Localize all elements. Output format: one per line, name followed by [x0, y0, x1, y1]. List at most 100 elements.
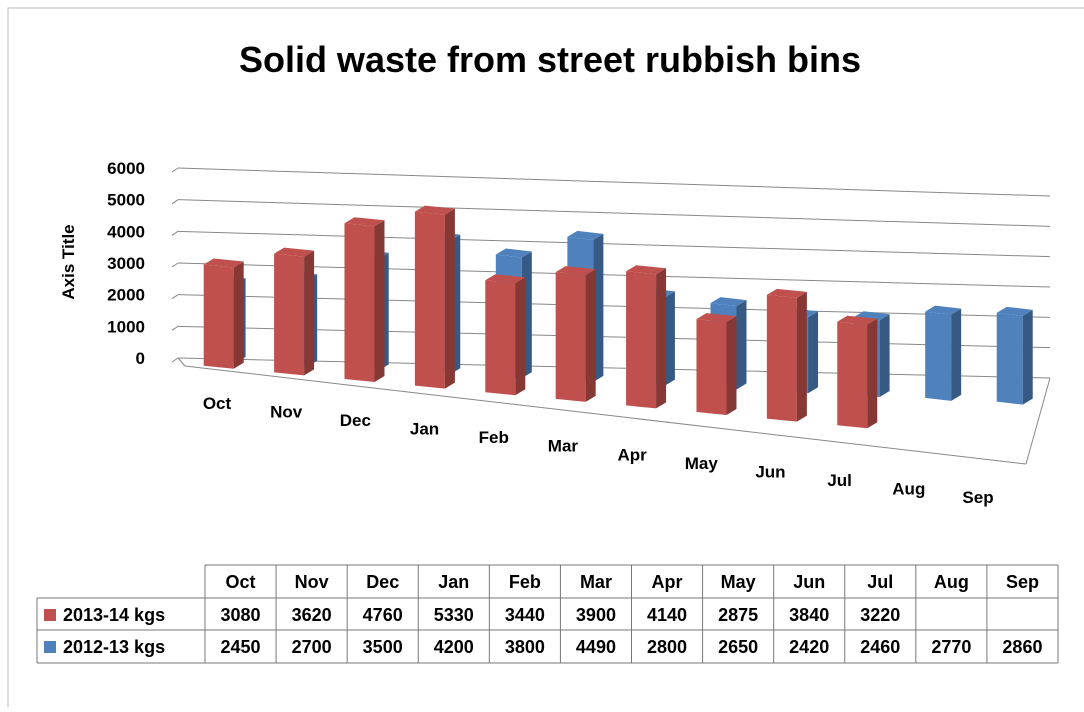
bar-front — [696, 319, 727, 416]
left-wall-line — [171, 230, 179, 236]
bar — [626, 265, 667, 409]
table-value: 2450 — [221, 637, 261, 657]
table-value: 3840 — [789, 605, 829, 625]
bar-front — [766, 294, 797, 422]
bar-front — [626, 271, 657, 409]
bar-front — [996, 312, 1023, 405]
bar-front — [344, 223, 375, 383]
table-header: Nov — [295, 572, 329, 592]
table-value: 3620 — [292, 605, 332, 625]
bar-top — [274, 247, 315, 257]
table-value: 2420 — [789, 637, 829, 657]
bar-side — [656, 268, 667, 409]
table-header: Jan — [438, 572, 469, 592]
left-wall-line — [171, 325, 179, 331]
table-value: 3080 — [221, 605, 261, 625]
bar — [696, 313, 737, 416]
table-header: Apr — [652, 572, 683, 592]
table-header: Mar — [580, 572, 612, 592]
legend-label: 2012-13 kgs — [63, 637, 165, 657]
bar-top — [766, 288, 807, 298]
grid-line — [177, 230, 1051, 258]
bar-front — [414, 211, 445, 389]
bar — [414, 205, 455, 389]
x-tick-label: Nov — [270, 403, 303, 422]
bar-side — [585, 269, 596, 402]
table-value: 3800 — [505, 637, 545, 657]
table-header: Dec — [366, 572, 399, 592]
y-tick-label: 1000 — [107, 317, 145, 336]
bar-front — [837, 321, 868, 429]
table-header: Aug — [934, 572, 969, 592]
table-value: 4760 — [363, 605, 403, 625]
bar-front — [203, 264, 234, 369]
table-value: 3220 — [860, 605, 900, 625]
table-value: 3900 — [576, 605, 616, 625]
bar-top — [837, 315, 878, 325]
x-tick-label: Sep — [962, 488, 993, 507]
bar — [203, 258, 244, 369]
bar-side — [664, 291, 675, 386]
table-value: 3440 — [505, 605, 545, 625]
bar-side — [1022, 309, 1033, 405]
left-wall-line — [171, 357, 179, 363]
x-tick-label: Jul — [827, 471, 852, 490]
bar-side — [374, 220, 385, 383]
left-wall-line — [171, 199, 179, 205]
y-tick-label: 5000 — [107, 191, 145, 210]
x-tick-label: Aug — [892, 479, 925, 498]
bar-top — [696, 313, 737, 323]
table-value: 2700 — [292, 637, 332, 657]
table-value: 5330 — [434, 605, 474, 625]
grid-line — [177, 199, 1051, 227]
grid-line — [177, 167, 1051, 197]
table-value: 2770 — [931, 637, 971, 657]
bar-side — [444, 208, 455, 389]
y-tick-label: 0 — [136, 349, 145, 368]
bar — [837, 315, 878, 429]
floor-front — [184, 365, 1027, 465]
chart-title: Solid waste from street rubbish bins — [239, 39, 861, 80]
x-tick-label: Jun — [755, 462, 785, 481]
y-tick-label: 6000 — [107, 159, 145, 178]
bar — [555, 266, 596, 402]
bar-top — [567, 230, 604, 240]
left-wall-line — [171, 294, 179, 300]
table-value: 2460 — [860, 637, 900, 657]
grid-line — [177, 357, 1051, 379]
y-tick-label: 4000 — [107, 222, 145, 241]
x-tick-label: Apr — [617, 445, 647, 464]
bar-top — [414, 205, 455, 215]
bar-top — [710, 297, 747, 307]
y-tick-label: 3000 — [107, 254, 145, 273]
bar-side — [593, 233, 604, 382]
y-axis-title: Axis Title — [59, 224, 78, 299]
bar-side — [796, 291, 807, 422]
y-tick-label: 2000 — [107, 286, 145, 305]
bar — [996, 306, 1033, 405]
legend-key — [44, 641, 56, 653]
table-header: Sep — [1006, 572, 1039, 592]
floor-left — [177, 357, 186, 367]
legend-label: 2013-14 kgs — [63, 605, 165, 625]
bar — [485, 274, 526, 396]
bar-front — [555, 272, 586, 402]
floor-right — [1025, 377, 1051, 465]
bar — [344, 217, 385, 383]
bar-side — [726, 316, 737, 416]
bar-side — [304, 250, 315, 376]
grid-line — [177, 325, 1051, 349]
bar-side — [867, 318, 878, 429]
bar-side — [951, 308, 962, 401]
table-value: 3500 — [363, 637, 403, 657]
x-tick-label: May — [685, 454, 719, 473]
left-wall-line — [171, 167, 179, 173]
bar-top — [626, 265, 667, 275]
x-tick-label: Dec — [340, 411, 371, 430]
x-tick-label: Jan — [410, 420, 439, 439]
grid-line — [177, 294, 1051, 318]
bar-top — [344, 217, 385, 227]
table-value: 2875 — [718, 605, 758, 625]
left-wall-line — [171, 262, 179, 268]
